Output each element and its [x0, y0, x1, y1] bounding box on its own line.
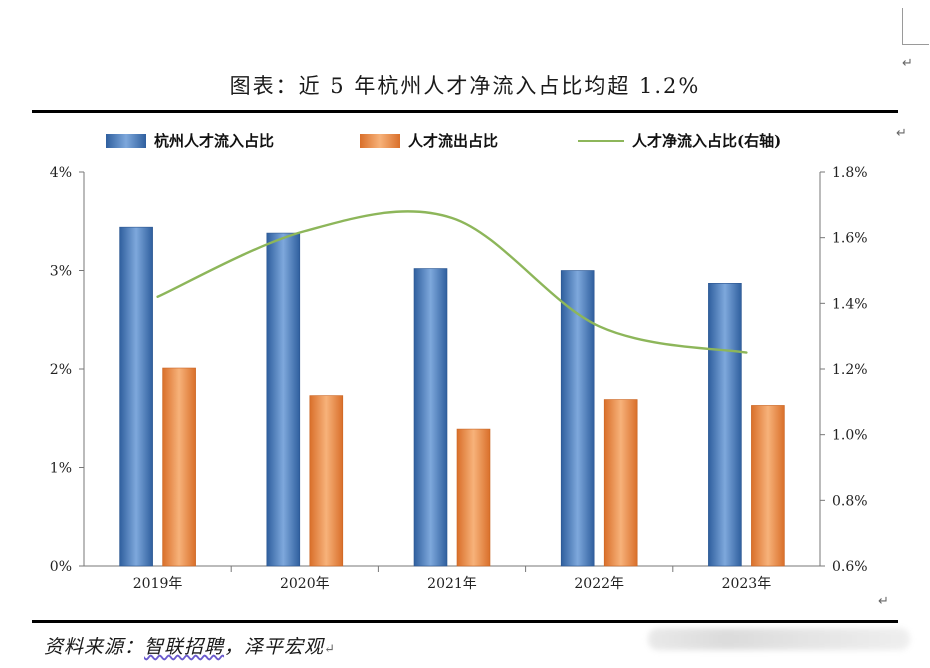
paragraph-mark-icon: ↵ — [878, 594, 889, 609]
legend-swatch-inflow — [106, 133, 146, 148]
top-rule — [32, 110, 898, 113]
bar-outflow — [456, 428, 491, 567]
chart-legend: 杭州人才流入占比 人才流出占比 人才净流入占比(右轴) — [0, 130, 930, 154]
y-left-tick-label: 4% — [50, 165, 72, 181]
bar-inflow — [413, 268, 448, 567]
legend-label-net: 人才净流入占比(右轴) — [632, 132, 782, 150]
y-right-tick-label: 0.6% — [832, 559, 868, 575]
paragraph-mark-icon: ↵ — [324, 642, 336, 657]
y-right-tick-label: 1.2% — [832, 362, 868, 378]
x-tick-label: 2022年 — [574, 576, 624, 592]
y-right-tick-label: 1.0% — [832, 428, 868, 444]
source-name-2: 泽平宏观 — [244, 636, 325, 658]
y-left-tick-label: 0% — [50, 559, 72, 575]
legend-label-inflow: 杭州人才流入占比 — [154, 132, 275, 150]
source-note: 资料来源：智联招聘，泽平宏观↵ — [44, 632, 336, 659]
y-right-tick-label: 1.6% — [832, 231, 868, 247]
page-corner-mark — [902, 8, 929, 45]
y-left-tick-label: 3% — [50, 264, 72, 280]
y-left-tick-label: 2% — [50, 362, 72, 378]
bar-outflow — [162, 367, 196, 567]
bar-outflow — [751, 405, 785, 567]
paragraph-mark-icon: ↵ — [896, 126, 907, 141]
bar-inflow — [119, 226, 153, 567]
legend-item-outflow: 人才流出占比 — [360, 130, 498, 151]
legend-item-inflow: 杭州人才流入占比 — [106, 130, 274, 151]
x-tick-label: 2021年 — [427, 576, 477, 592]
y-left-tick-label: 1% — [50, 461, 72, 477]
legend-label-outflow: 人才流出占比 — [408, 132, 499, 150]
source-separator: ， — [224, 636, 245, 658]
bar-inflow — [708, 283, 742, 567]
y-right-tick-label: 0.8% — [832, 493, 868, 509]
chart-title: 图表：近 5 年杭州人才净流入占比均超 1.2% — [229, 74, 701, 98]
paragraph-mark-icon: ↵ — [902, 56, 913, 71]
bar-inflow — [266, 232, 301, 567]
bar-outflow — [309, 395, 344, 567]
source-prefix: 资料来源： — [44, 636, 145, 658]
y-right-tick-label: 1.4% — [832, 296, 868, 312]
bar-outflow — [603, 399, 638, 567]
legend-swatch-net — [578, 139, 624, 142]
legend-swatch-outflow — [360, 133, 400, 148]
bottom-rule — [32, 620, 898, 623]
source-name-1: 智联招聘 — [144, 636, 225, 658]
blurred-watermark — [648, 628, 910, 650]
x-tick-label: 2020年 — [280, 576, 330, 592]
y-right-tick-label: 1.8% — [832, 165, 868, 181]
line-net-inflow — [156, 210, 748, 354]
x-tick-label: 2019年 — [133, 576, 183, 592]
x-tick-label: 2023年 — [722, 576, 772, 592]
legend-item-net: 人才净流入占比(右轴) — [578, 130, 781, 151]
